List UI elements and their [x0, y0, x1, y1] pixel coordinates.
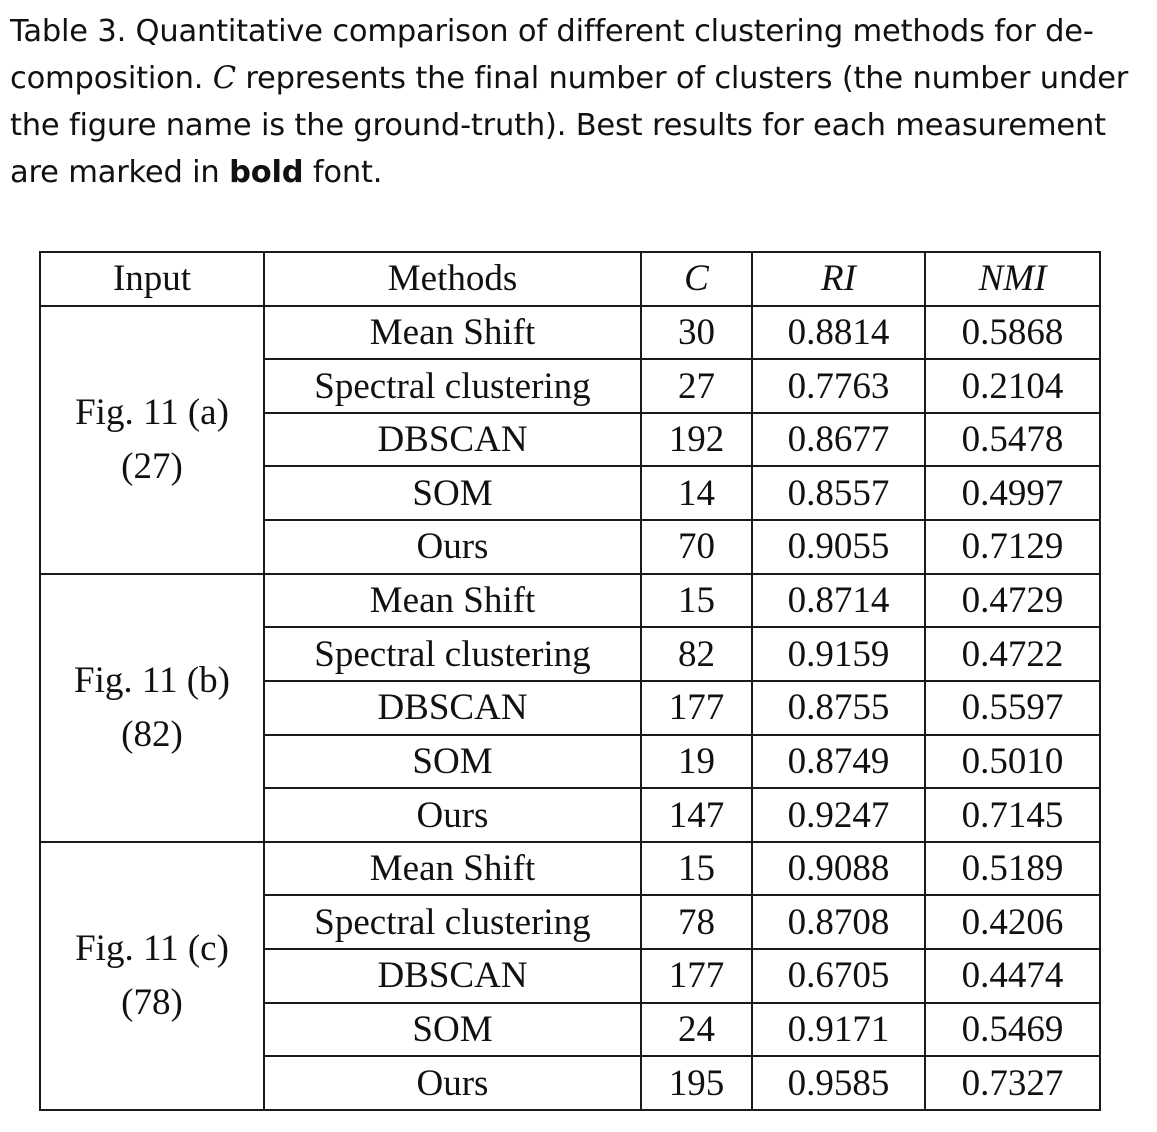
method-cell: DBSCAN	[263, 679, 642, 736]
nmi-cell: 0.5010	[924, 733, 1101, 790]
input-fig-label: Fig. 11 (a)	[75, 391, 229, 433]
method-cell: Ours	[263, 787, 642, 843]
ri-cell: 0.8749	[751, 733, 926, 790]
table-row: SOM 19 0.8749 0.5010	[40, 733, 1101, 790]
input-cell-b: Fig. 11 (b) (82)	[39, 572, 265, 843]
nmi-cell: 0.4206	[924, 894, 1101, 951]
method-cell: SOM	[263, 1001, 642, 1058]
caption-bold-word: bold	[229, 155, 304, 190]
c-cell: 19	[640, 733, 753, 790]
method-cell: Ours	[263, 519, 642, 575]
method-cell: Spectral clustering	[263, 894, 642, 951]
method-cell: DBSCAN	[263, 411, 642, 468]
table-row: Fig. 11 (a) (27) Mean Shift 30 0.8814 0.5…	[39, 304, 1101, 575]
method-cell: Mean Shift	[263, 304, 642, 361]
table-row: Spectral clustering 27 0.7763 0.2104	[40, 358, 1101, 414]
ri-cell: 0.8557	[751, 465, 926, 522]
ri-cell-best: 0.9585	[751, 1055, 926, 1111]
method-cell: SOM	[263, 733, 642, 790]
nmi-cell: 0.4722	[924, 626, 1101, 682]
table-row: Ours 195 0.9585 0.7327	[40, 1055, 1101, 1111]
method-cell: DBSCAN	[263, 948, 642, 1004]
nmi-cell: 0.4997	[924, 465, 1101, 522]
c-cell: 14	[640, 465, 753, 522]
header-ri: RI	[751, 251, 926, 307]
nmi-cell-best: 0.7129	[924, 519, 1101, 575]
c-cell: 30	[640, 304, 753, 361]
ri-cell: 0.8814	[751, 304, 926, 361]
method-cell: Spectral clustering	[263, 626, 642, 682]
c-cell: 27	[640, 358, 753, 414]
ri-cell: 0.9159	[751, 626, 926, 682]
table-row: Ours 147 0.9247 0.7145	[40, 787, 1101, 843]
header-c: C	[640, 251, 753, 307]
method-cell: Ours	[263, 1055, 642, 1111]
input-ground-truth: (82)	[121, 713, 183, 755]
nmi-cell-best: 0.7327	[924, 1055, 1101, 1111]
ri-cell: 0.7763	[751, 358, 926, 414]
ri-cell: 0.8708	[751, 894, 926, 951]
input-fig-label: Fig. 11 (c)	[75, 927, 229, 969]
header-input: Input	[39, 251, 265, 307]
table-row: DBSCAN 177 0.8755 0.5597	[40, 679, 1101, 736]
header-row: Input Methods C RI NMI	[39, 251, 1101, 307]
method-cell: Mean Shift	[263, 840, 642, 897]
ri-cell: 0.6705	[751, 948, 926, 1004]
header-methods: Methods	[263, 251, 642, 307]
table-row: Fig. 11 (b) (82) Mean Shift 15 0.8714 0.4…	[39, 572, 1101, 843]
table-row: Spectral clustering 78 0.8708 0.4206	[40, 894, 1101, 951]
nmi-cell: 0.4729	[924, 572, 1101, 629]
table-row: SOM 14 0.8557 0.4997	[40, 465, 1101, 522]
ri-cell-best: 0.9055	[751, 519, 926, 575]
ri-cell: 0.9171	[751, 1001, 926, 1058]
nmi-cell: 0.5597	[924, 679, 1101, 736]
ri-cell: 0.8755	[751, 679, 926, 736]
nmi-cell: 0.5189	[924, 840, 1101, 897]
c-cell: 147	[640, 787, 753, 843]
table-caption: Table 3. Quantitative comparison of diff…	[10, 8, 1150, 196]
input-ground-truth: (27)	[121, 445, 183, 487]
table-row: Spectral clustering 82 0.9159 0.4722	[40, 626, 1101, 682]
c-cell: 82	[640, 626, 753, 682]
c-cell: 192	[640, 411, 753, 468]
header-nmi: NMI	[924, 251, 1101, 307]
c-cell: 15	[640, 572, 753, 629]
input-ground-truth: (78)	[121, 981, 183, 1023]
input-cell-a: Fig. 11 (a) (27)	[39, 304, 265, 575]
caption-suffix: font.	[303, 155, 383, 190]
nmi-cell: 0.5868	[924, 304, 1101, 361]
nmi-cell: 0.5469	[924, 1001, 1101, 1058]
table-row: Ours 70 0.9055 0.7129	[40, 519, 1101, 575]
c-cell: 15	[640, 840, 753, 897]
ri-cell-best: 0.9247	[751, 787, 926, 843]
c-cell: 177	[640, 679, 753, 736]
ri-cell: 0.9088	[751, 840, 926, 897]
table-row: DBSCAN 177 0.6705 0.4474	[40, 948, 1101, 1004]
ri-cell: 0.8714	[751, 572, 926, 629]
results-table: Input Methods C RI NMI Fig. 11 (a) (27) M…	[39, 251, 1101, 1112]
method-cell: Spectral clustering	[263, 358, 642, 414]
c-cell: 24	[640, 1001, 753, 1058]
nmi-cell: 0.4474	[924, 948, 1101, 1004]
method-cell: SOM	[263, 465, 642, 522]
table-row: DBSCAN 192 0.8677 0.5478	[40, 411, 1101, 468]
caption-prefix: Table 3. Quantitative comparison of diff…	[10, 14, 1094, 96]
c-cell: 70	[640, 519, 753, 575]
table-row: Fig. 11 (c) (78) Mean Shift 15 0.9088 0.5…	[39, 840, 1101, 1112]
ri-cell: 0.8677	[751, 411, 926, 468]
caption-middle: represents the final number of clusters …	[10, 61, 1129, 190]
input-fig-label: Fig. 11 (b)	[74, 659, 230, 701]
table-row: SOM 24 0.9171 0.5469	[40, 1001, 1101, 1058]
input-cell-c: Fig. 11 (c) (78)	[39, 840, 265, 1112]
nmi-cell: 0.5478	[924, 411, 1101, 468]
caption-symbol: C	[212, 61, 236, 96]
c-cell: 195	[640, 1055, 753, 1111]
nmi-cell: 0.2104	[924, 358, 1101, 414]
c-cell: 78	[640, 894, 753, 951]
c-cell: 177	[640, 948, 753, 1004]
method-cell: Mean Shift	[263, 572, 642, 629]
nmi-cell-best: 0.7145	[924, 787, 1101, 843]
